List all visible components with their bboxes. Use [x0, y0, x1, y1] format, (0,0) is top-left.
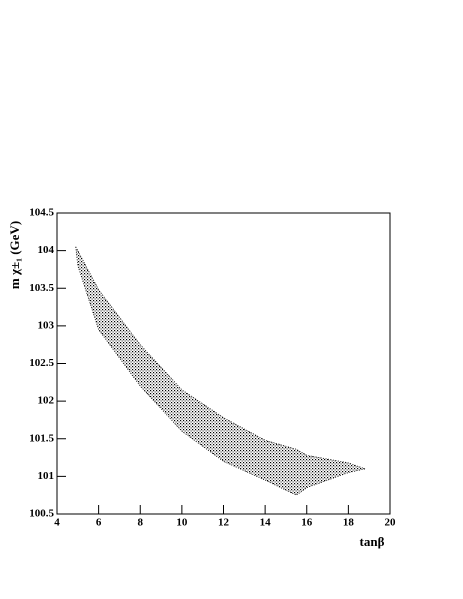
x-tick-label: 16	[301, 517, 313, 529]
x-tick-label: 12	[218, 517, 230, 529]
x-tick-label: 14	[260, 517, 272, 529]
x-tick-label: 18	[343, 517, 355, 529]
y-axis-title: m χ±₁ (GeV)	[7, 221, 22, 289]
band-edge	[75, 246, 366, 470]
y-tick-label: 104	[38, 244, 55, 256]
x-tick-label: 20	[385, 517, 397, 529]
y-tick-label: 102.5	[29, 357, 54, 369]
y-tick-label: 104.5	[29, 207, 54, 219]
x-tick-label: 6	[96, 517, 102, 529]
x-axis-title: tanβ	[360, 534, 385, 549]
x-tick-label: 4	[54, 517, 60, 529]
y-tick-label: 103.5	[29, 282, 54, 294]
y-tick-label: 100.5	[29, 508, 54, 520]
x-tick-label: 10	[176, 517, 188, 529]
x-tick-label: 8	[138, 517, 144, 529]
y-tick-label: 101.5	[29, 432, 54, 444]
y-tick-label: 101	[38, 470, 55, 482]
scatter-band	[75, 246, 366, 496]
y-tick-label: 102	[38, 395, 55, 407]
y-tick-label: 103	[38, 319, 55, 331]
